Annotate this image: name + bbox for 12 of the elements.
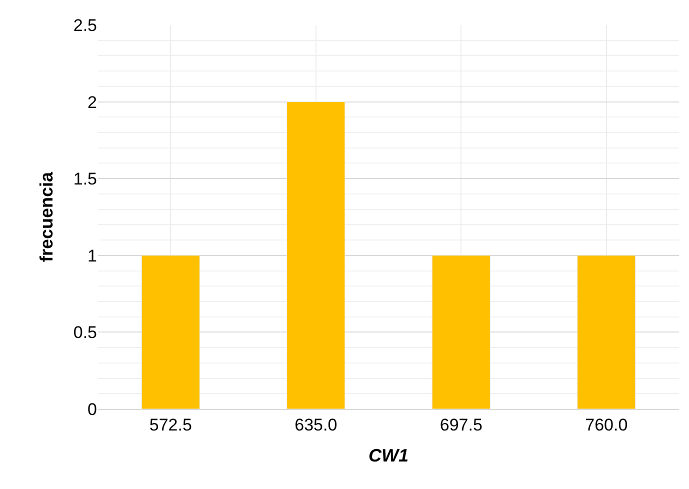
y-tick-label: 1.5 [73,170,97,189]
x-tick-label: 572.5 [149,415,192,434]
y-tick-label: 1 [88,246,97,266]
y-tick-label: 0 [88,400,97,419]
y-axis-title: frecuencia [36,170,57,262]
x-tick-label: 635.0 [294,415,338,434]
x-axis-title: CW1 [368,446,408,466]
y-tick-label: 0.5 [73,323,97,342]
x-tick-label: 697.5 [440,415,482,434]
y-tick-label: 2.5 [73,16,97,35]
y-tick-label: 2 [88,92,97,112]
x-tick-label: 760.0 [585,415,628,434]
